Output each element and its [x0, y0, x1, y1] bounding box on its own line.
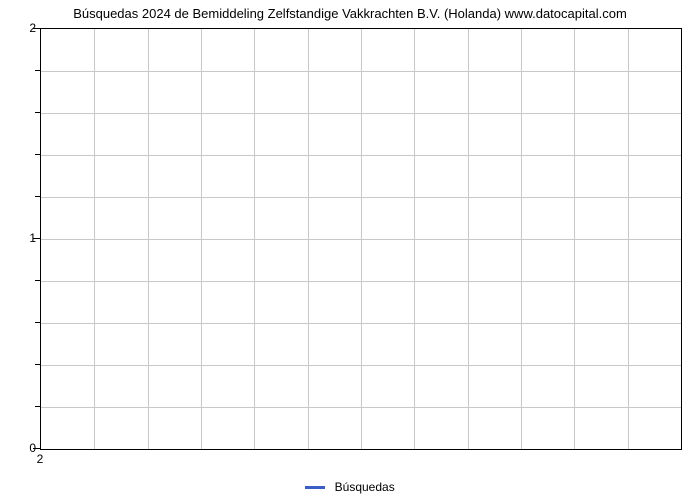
legend: Búsquedas — [0, 479, 700, 494]
grid-line-horizontal — [41, 71, 681, 72]
grid-line-horizontal — [41, 407, 681, 408]
grid-line-horizontal — [41, 239, 681, 240]
chart-title: Búsquedas 2024 de Bemiddeling Zelfstandi… — [0, 6, 700, 21]
y-minor-tick — [35, 364, 40, 365]
grid-line-horizontal — [41, 281, 681, 282]
grid-line-horizontal — [41, 197, 681, 198]
y-major-tick — [33, 448, 40, 449]
y-major-tick — [33, 238, 40, 239]
grid-line-horizontal — [41, 365, 681, 366]
y-minor-tick — [35, 196, 40, 197]
grid-line-horizontal — [41, 323, 681, 324]
y-minor-tick — [35, 322, 40, 323]
legend-label: Búsquedas — [335, 480, 395, 494]
y-minor-tick — [35, 406, 40, 407]
y-minor-tick — [35, 280, 40, 281]
y-major-tick — [33, 28, 40, 29]
grid-line-horizontal — [41, 113, 681, 114]
y-minor-tick — [35, 154, 40, 155]
legend-swatch — [305, 486, 325, 489]
y-minor-tick — [35, 70, 40, 71]
x-tick-label: 2 — [37, 452, 44, 466]
grid-line-horizontal — [41, 155, 681, 156]
plot-area — [40, 28, 682, 450]
y-minor-tick — [35, 112, 40, 113]
